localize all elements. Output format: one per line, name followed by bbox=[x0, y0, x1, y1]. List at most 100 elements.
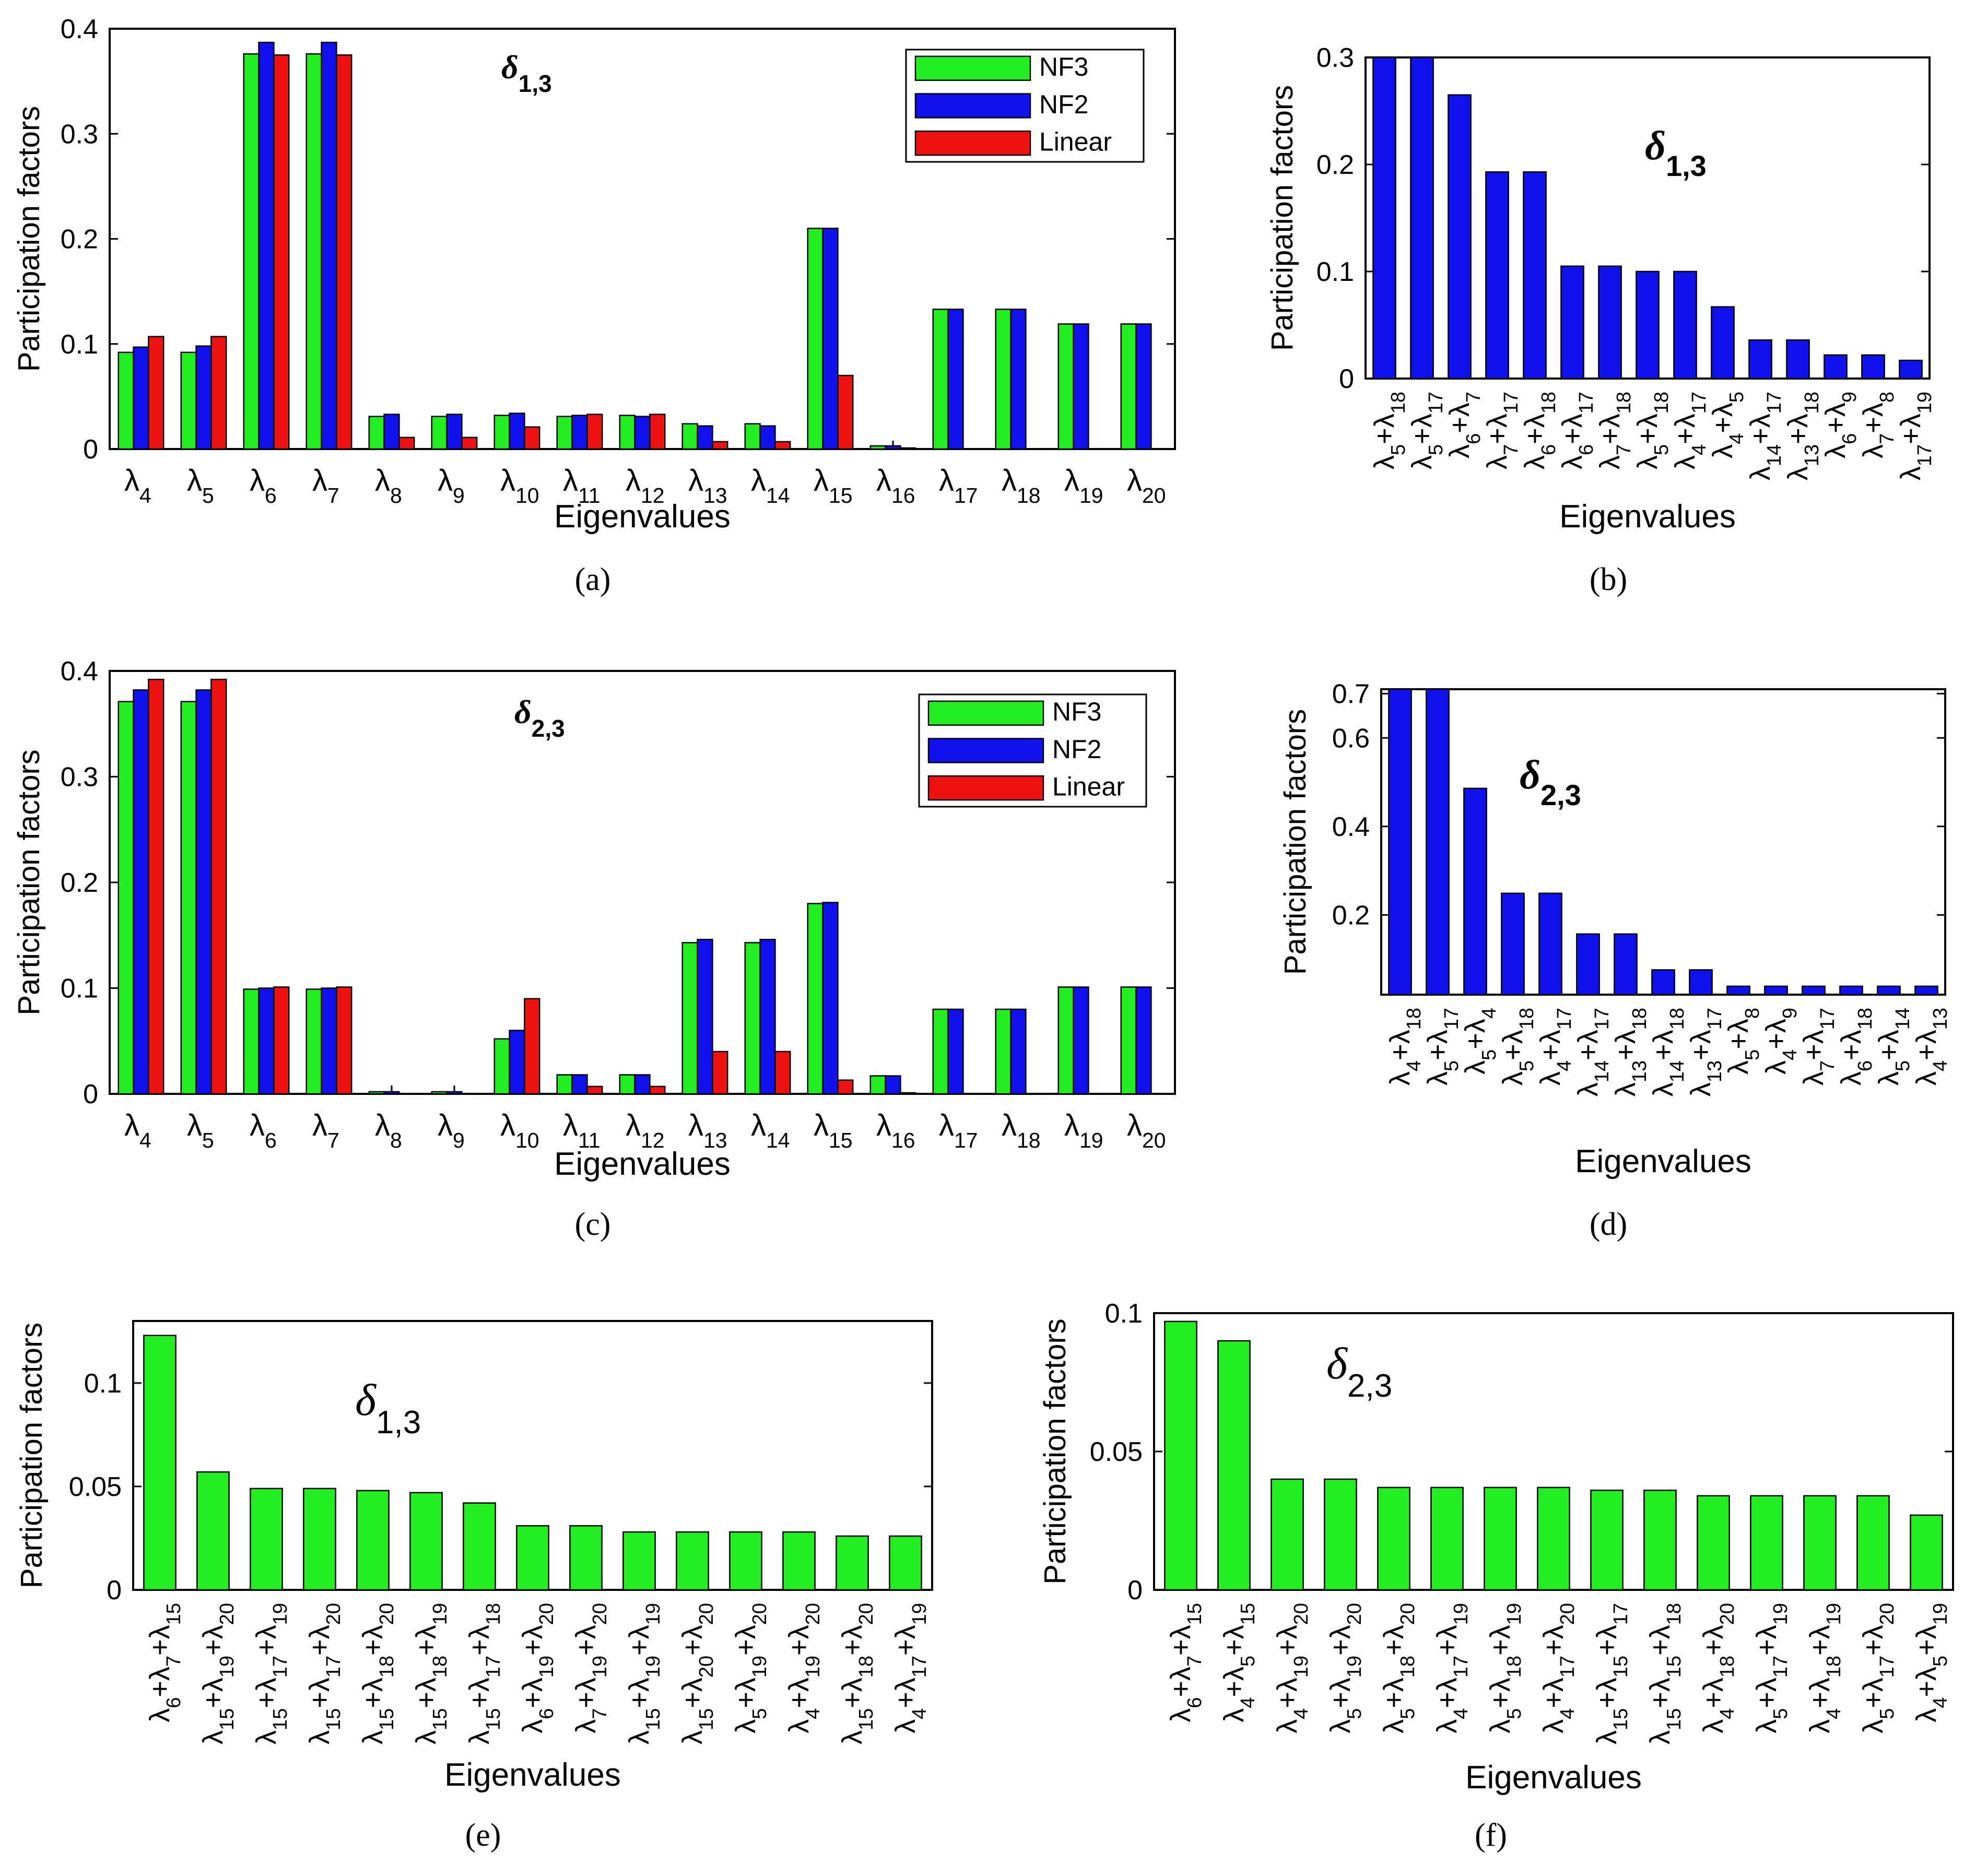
x-tick-label: λ12 bbox=[626, 1108, 665, 1152]
x-tick-label: λ4+λ17 bbox=[1669, 392, 1710, 469]
label-subscript: 8 bbox=[1742, 1008, 1763, 1019]
label-subscript: 5 bbox=[1892, 1060, 1914, 1071]
bar-a-nf3-11 bbox=[744, 423, 761, 450]
bar-f-series-12 bbox=[1750, 1495, 1783, 1591]
bar-a-nf2-11 bbox=[759, 425, 776, 450]
x-tick-label: λ4+λ19+λ20 bbox=[783, 1603, 824, 1733]
label-subscript: 13 bbox=[1629, 1060, 1651, 1082]
bar-c-nf3-16 bbox=[1057, 986, 1074, 1095]
label-subscript: 11 bbox=[578, 483, 601, 508]
bar-b-series-4 bbox=[1485, 171, 1509, 380]
label-base: +λ bbox=[1460, 1019, 1491, 1049]
label-subscript: 7 bbox=[327, 483, 339, 508]
label-base: λ bbox=[939, 464, 954, 498]
bar-c-nf3-17 bbox=[1120, 986, 1137, 1095]
label-subscript: 7 bbox=[589, 1708, 611, 1719]
legend-swatch-linear bbox=[927, 775, 1044, 801]
bar-c-nf3-5 bbox=[368, 1091, 385, 1095]
label-base: λ bbox=[1325, 1719, 1356, 1733]
label-base: λ bbox=[1911, 1071, 1942, 1086]
x-tick-label: λ6+λ7 bbox=[1444, 392, 1485, 458]
bar-d-series-4 bbox=[1501, 892, 1525, 996]
bar-a-linear-6 bbox=[461, 436, 478, 450]
annotation-subscript: 1,3 bbox=[519, 70, 552, 97]
label-base: λ bbox=[751, 464, 766, 498]
x-tick-label: λ5+λ18+λ20 bbox=[1378, 1603, 1419, 1733]
label-base: λ bbox=[304, 1730, 335, 1744]
bar-e-series-13 bbox=[782, 1531, 816, 1591]
x-tick-label: λ14+λ17 bbox=[1572, 1008, 1613, 1096]
label-subscript: 17 bbox=[1425, 392, 1447, 414]
x-tick-label: λ6+λ7+λ15 bbox=[144, 1603, 185, 1722]
bar-b-series-15 bbox=[1899, 359, 1923, 380]
bar-e-series-3 bbox=[250, 1488, 283, 1591]
bar-a-nf3-5 bbox=[368, 416, 385, 450]
label-subscript: 5 bbox=[1503, 1708, 1525, 1719]
bar-d-series-9 bbox=[1689, 969, 1713, 996]
label-subscript: 5 bbox=[1516, 1060, 1538, 1071]
x-tick-label: λ13 bbox=[688, 464, 727, 508]
label-base: λ bbox=[1481, 455, 1513, 469]
y-tick-label: 0 bbox=[83, 434, 98, 465]
label-base: λ bbox=[1002, 464, 1017, 498]
x-tick-label: λ4 bbox=[124, 464, 151, 508]
label-subscript: 5 bbox=[1478, 1049, 1500, 1060]
label-base: +λ bbox=[1378, 1678, 1409, 1708]
label-subscript: 5 bbox=[1770, 1708, 1792, 1719]
y-tick-label: 0.4 bbox=[1332, 812, 1370, 842]
label-subscript: 5 bbox=[1237, 1656, 1259, 1667]
label-base: λ bbox=[626, 464, 641, 498]
label-subscript: 7 bbox=[327, 1128, 339, 1152]
bar-c-nf3-4 bbox=[305, 988, 322, 1095]
x-tick-label: λ6+λ19+λ20 bbox=[517, 1603, 558, 1733]
x-tick-label: λ14+λ17 bbox=[1745, 392, 1785, 480]
label-base: +λ bbox=[837, 1678, 868, 1708]
label-base: λ bbox=[1572, 1082, 1604, 1096]
label-base: λ bbox=[1127, 464, 1142, 498]
label-subscript: 15 bbox=[163, 1603, 185, 1625]
label-subscript: 4 bbox=[1450, 1708, 1472, 1719]
label-base: λ bbox=[375, 1108, 390, 1142]
label-base: +λ bbox=[1272, 1678, 1303, 1708]
bar-b-series-7 bbox=[1598, 265, 1622, 380]
label-base: +λ bbox=[783, 1625, 815, 1656]
label-base: λ bbox=[837, 1730, 868, 1744]
label-subscript: 18 bbox=[483, 1603, 504, 1625]
bar-a-nf2-6 bbox=[446, 414, 463, 450]
bar-a-nf2-13 bbox=[885, 445, 901, 450]
label-subscript: 14 bbox=[766, 483, 790, 508]
y-tick-label: 0.05 bbox=[1090, 1437, 1143, 1467]
x-tick-label: λ13+λ18 bbox=[1782, 392, 1823, 480]
label-base: λ bbox=[1064, 464, 1079, 498]
x-tick-label: λ14 bbox=[751, 464, 790, 508]
label-subscript: 17 bbox=[1770, 1656, 1792, 1678]
x-tick-label: λ6+λ7+λ15 bbox=[1165, 1603, 1206, 1722]
label-base: +λ bbox=[677, 1678, 708, 1708]
annotation-subscript: 2,3 bbox=[1347, 1368, 1392, 1404]
label-base: λ bbox=[1707, 444, 1738, 458]
y-tick-label: 0.3 bbox=[1316, 43, 1354, 73]
bar-a-nf3-6 bbox=[431, 416, 448, 450]
bar-a-nf3-2 bbox=[180, 351, 197, 450]
bar-e-series-12 bbox=[729, 1531, 762, 1591]
label-subscript: 6 bbox=[265, 1128, 277, 1152]
bar-b-series-5 bbox=[1523, 171, 1547, 380]
label-base: λ bbox=[876, 464, 891, 498]
x-tick-label: λ4+λ5 bbox=[1707, 392, 1748, 458]
y-tick-label: 0 bbox=[1339, 364, 1354, 394]
label-base: λ bbox=[624, 1730, 655, 1744]
x-axis-label: Eigenvalues bbox=[1575, 1143, 1751, 1179]
bar-c-linear-11 bbox=[774, 1051, 791, 1095]
label-subscript: 19 bbox=[1344, 1656, 1366, 1678]
label-subscript: 20 bbox=[1716, 1603, 1738, 1625]
x-tick-label: λ5+λ18 bbox=[1497, 1008, 1538, 1086]
label-base: +λ bbox=[624, 1678, 655, 1708]
panel-label: (a) bbox=[575, 562, 611, 597]
label-subscript: 20 bbox=[376, 1603, 398, 1625]
label-subscript: 19 bbox=[1503, 1603, 1525, 1625]
bar-a-nf3-9 bbox=[619, 415, 636, 450]
bar-a-nf2-15 bbox=[1010, 309, 1027, 450]
label-subscript: 19 bbox=[1079, 1128, 1103, 1152]
label-base: λ bbox=[250, 464, 265, 498]
